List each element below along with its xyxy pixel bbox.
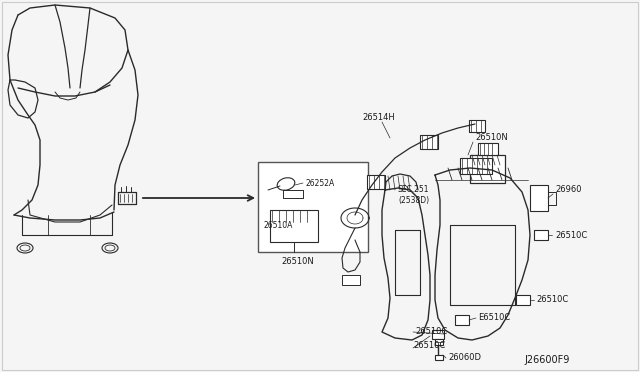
Bar	[367, 175, 385, 189]
Bar	[534, 230, 548, 240]
Text: (2538D): (2538D)	[398, 196, 429, 205]
Bar	[342, 275, 360, 285]
Bar	[469, 120, 485, 132]
Text: 26060D: 26060D	[448, 353, 481, 362]
Bar	[530, 185, 548, 211]
Text: 26510C: 26510C	[415, 327, 447, 337]
Text: 26510A: 26510A	[263, 221, 292, 230]
Text: 26510C: 26510C	[536, 295, 568, 305]
Bar	[270, 210, 318, 242]
Bar	[432, 330, 444, 339]
Bar	[435, 339, 443, 345]
Bar	[435, 355, 443, 360]
Bar	[460, 158, 492, 174]
Text: 26252A: 26252A	[305, 179, 334, 187]
Text: E6510C: E6510C	[478, 314, 510, 323]
Bar	[455, 315, 469, 325]
Text: 26960: 26960	[555, 186, 582, 195]
Text: 26514H: 26514H	[362, 113, 395, 122]
Text: 26510N: 26510N	[475, 134, 508, 142]
Text: 26510C: 26510C	[555, 231, 588, 240]
Bar	[478, 143, 498, 155]
Bar	[516, 295, 530, 305]
Text: 26510C: 26510C	[413, 340, 445, 350]
Text: SEC.251: SEC.251	[398, 186, 429, 195]
Bar	[258, 162, 368, 252]
Bar	[470, 155, 505, 183]
Bar	[420, 135, 438, 149]
Text: J26600F9: J26600F9	[525, 355, 570, 365]
Text: 26510N: 26510N	[282, 257, 314, 266]
